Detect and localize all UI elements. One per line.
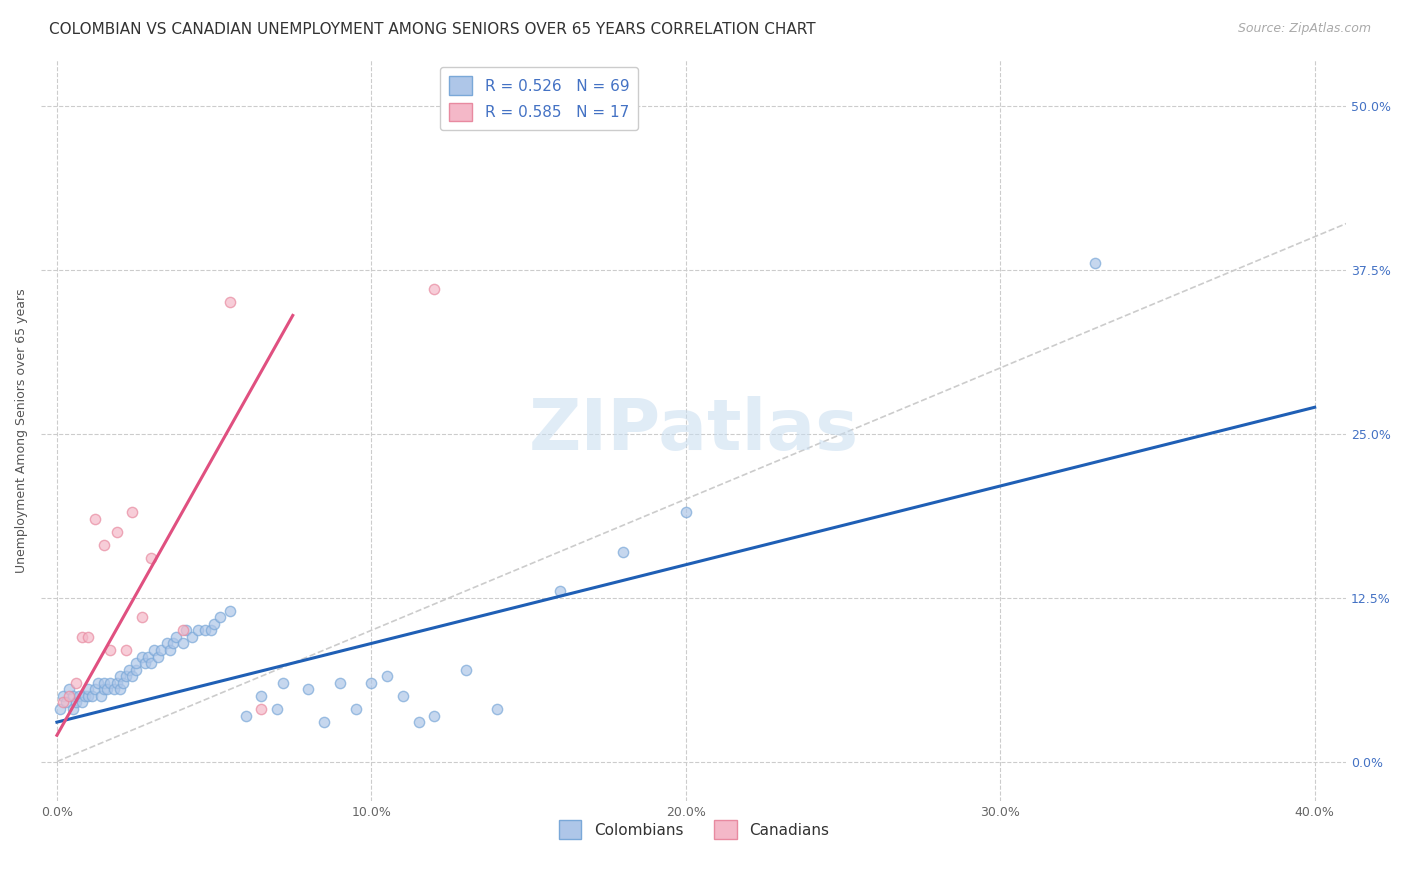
Point (70, 630, 93, 644)
Point (93, 675, 115, 690)
Point (159, 643, 181, 657)
Point (96, 682, 118, 697)
Point (218, 295, 240, 310)
Point (100, 643, 122, 657)
Point (162, 636, 184, 650)
Text: Source: ZipAtlas.com: Source: ZipAtlas.com (1237, 22, 1371, 36)
Point (314, 715, 336, 730)
Point (548, 584, 571, 599)
Legend: Colombians, Canadians: Colombians, Canadians (553, 814, 835, 845)
Point (93, 538, 115, 552)
Point (149, 643, 172, 657)
Point (75, 689, 97, 703)
Y-axis label: Unemployment Among Seniors over 65 years: Unemployment Among Seniors over 65 years (15, 288, 28, 573)
Point (90, 689, 112, 703)
Point (486, 702, 509, 716)
Point (209, 610, 232, 624)
Point (266, 702, 288, 716)
Point (329, 675, 352, 690)
Point (408, 715, 430, 730)
Text: COLOMBIAN VS CANADIAN UNEMPLOYMENT AMONG SENIORS OVER 65 YEARS CORRELATION CHART: COLOMBIAN VS CANADIAN UNEMPLOYMENT AMONG… (49, 22, 815, 37)
Point (83, 512, 105, 526)
Point (124, 656, 146, 670)
Point (124, 663, 146, 677)
Point (62, 702, 84, 716)
Point (235, 708, 257, 723)
Point (87, 675, 110, 690)
Point (136, 649, 159, 664)
Point (250, 702, 273, 716)
Point (131, 649, 153, 664)
Point (250, 689, 273, 703)
Point (612, 544, 634, 558)
Point (202, 616, 225, 631)
Point (121, 505, 143, 519)
Point (141, 551, 163, 566)
Point (165, 630, 187, 644)
Point (297, 682, 319, 697)
Point (174, 624, 197, 638)
Point (77, 689, 100, 703)
Point (55, 696, 77, 710)
Point (675, 505, 697, 519)
Point (111, 675, 134, 690)
Point (80, 689, 103, 703)
Point (105, 524, 128, 539)
Point (115, 669, 138, 683)
Point (93, 682, 115, 697)
Point (423, 282, 446, 296)
Point (391, 689, 413, 703)
Point (70, 696, 93, 710)
Point (360, 675, 382, 690)
Point (181, 630, 204, 644)
Point (143, 643, 166, 657)
Point (67, 689, 90, 703)
Point (58, 689, 80, 703)
Point (58, 682, 80, 697)
Point (187, 624, 209, 638)
Point (156, 636, 179, 650)
Point (108, 682, 131, 697)
Point (218, 604, 240, 618)
Point (121, 669, 143, 683)
Point (100, 675, 122, 690)
Point (118, 663, 141, 677)
Point (77, 630, 100, 644)
Point (65, 696, 87, 710)
Point (141, 656, 163, 670)
Point (194, 624, 217, 638)
Point (375, 669, 398, 683)
Point (146, 649, 169, 664)
Point (131, 610, 153, 624)
Point (1084, 256, 1107, 270)
Point (52, 696, 75, 710)
Point (115, 643, 138, 657)
Point (273, 675, 295, 690)
Point (172, 636, 194, 650)
Point (77, 682, 100, 697)
Text: ZIPatlas: ZIPatlas (529, 396, 859, 465)
Point (52, 689, 75, 703)
Point (62, 689, 84, 703)
Point (134, 656, 156, 670)
Point (423, 708, 446, 723)
Point (83, 682, 105, 697)
Point (454, 663, 477, 677)
Point (200, 624, 222, 638)
Point (65, 675, 87, 690)
Point (49, 702, 72, 716)
Point (103, 682, 125, 697)
Point (172, 624, 194, 638)
Point (108, 669, 131, 683)
Point (344, 702, 367, 716)
Point (105, 675, 128, 690)
